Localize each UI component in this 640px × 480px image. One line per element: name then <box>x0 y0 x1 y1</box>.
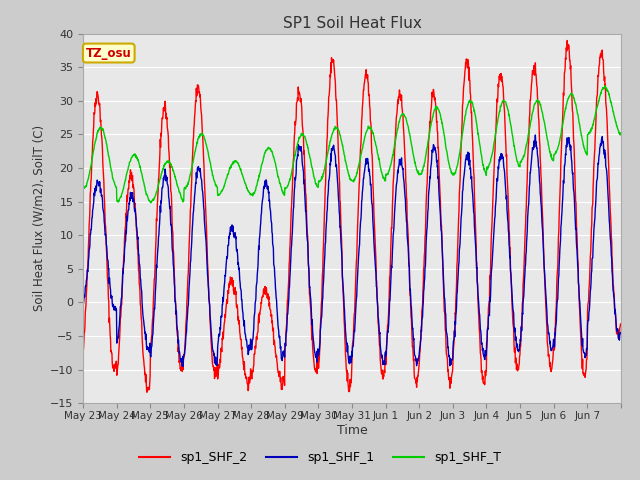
Line: sp1_SHF_T: sp1_SHF_T <box>83 85 621 203</box>
Line: sp1_SHF_1: sp1_SHF_1 <box>83 135 621 366</box>
sp1_SHF_2 <box>611 300 618 306</box>
sp1_SHF_2 <box>328 58 336 64</box>
Text: TZ_osu: TZ_osu <box>86 47 132 60</box>
sp1_SHF_2 <box>143 389 151 395</box>
sp1_SHF_T <box>328 132 336 138</box>
Title: SP1 Soil Heat Flux: SP1 Soil Heat Flux <box>283 16 421 31</box>
sp1_SHF_T <box>617 132 625 137</box>
sp1_SHF_T <box>611 115 618 120</box>
sp1_SHF_T <box>601 83 609 88</box>
Y-axis label: Soil Heat Flux (W/m2), SoilT (C): Soil Heat Flux (W/m2), SoilT (C) <box>33 125 46 312</box>
sp1_SHF_1 <box>479 345 486 351</box>
X-axis label: Time: Time <box>337 424 367 437</box>
sp1_SHF_2 <box>563 37 571 43</box>
sp1_SHF_T <box>338 140 346 146</box>
sp1_SHF_1 <box>163 181 171 187</box>
sp1_SHF_2 <box>79 348 87 354</box>
sp1_SHF_1 <box>611 302 618 308</box>
sp1_SHF_2 <box>164 126 172 132</box>
sp1_SHF_1 <box>328 148 336 154</box>
sp1_SHF_1 <box>617 331 625 336</box>
sp1_SHF_2 <box>617 321 625 327</box>
sp1_SHF_2 <box>558 140 566 146</box>
sp1_SHF_1 <box>531 132 539 138</box>
sp1_SHF_T <box>147 200 155 205</box>
sp1_SHF_1 <box>79 300 87 306</box>
sp1_SHF_2 <box>479 373 486 379</box>
Line: sp1_SHF_2: sp1_SHF_2 <box>83 40 621 392</box>
sp1_SHF_1 <box>179 363 187 369</box>
sp1_SHF_T <box>479 162 486 168</box>
sp1_SHF_2 <box>338 252 346 258</box>
sp1_SHF_T <box>164 158 172 164</box>
sp1_SHF_1 <box>338 258 346 264</box>
sp1_SHF_1 <box>558 209 566 215</box>
sp1_SHF_T <box>558 126 566 132</box>
Legend: sp1_SHF_2, sp1_SHF_1, sp1_SHF_T: sp1_SHF_2, sp1_SHF_1, sp1_SHF_T <box>134 446 506 469</box>
sp1_SHF_T <box>79 185 87 191</box>
